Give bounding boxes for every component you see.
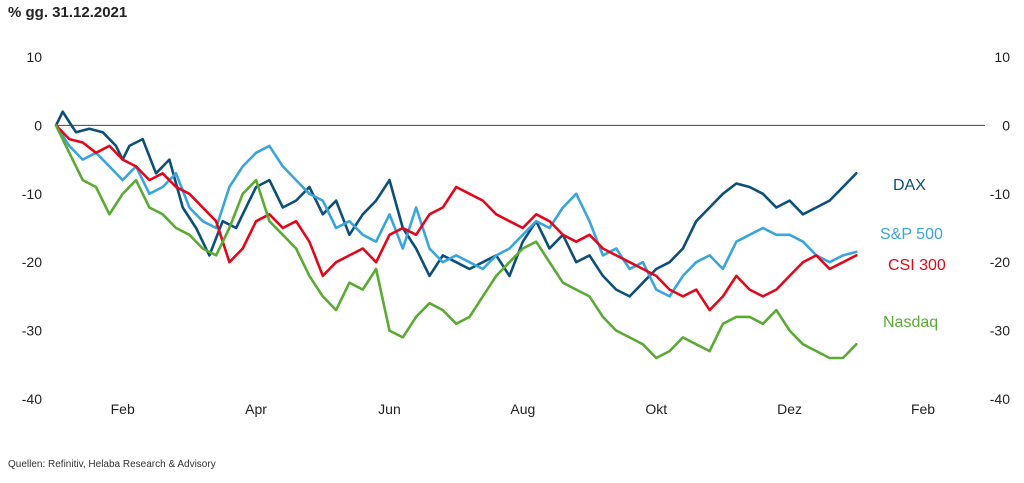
- y-tick-left-4: -30: [22, 323, 42, 339]
- y-axis-right: 10 0 -10 -20 -30 -40: [990, 49, 1010, 407]
- series-label-dax: DAX: [893, 177, 926, 194]
- y-tick-right-3: -20: [990, 254, 1010, 270]
- y-tick-right-0: 10: [994, 49, 1010, 65]
- series-label-nasdaq: Nasdaq: [883, 314, 938, 331]
- x-axis: Feb Apr Jun Aug Okt Dez Feb: [111, 401, 936, 417]
- x-tick-1: Apr: [245, 401, 267, 417]
- y-axis-unit-label: % gg. 31.12.2021: [8, 4, 128, 21]
- y-tick-right-2: -10: [990, 186, 1010, 202]
- x-tick-6: Feb: [911, 401, 935, 417]
- y-tick-left-2: -10: [22, 186, 42, 202]
- x-tick-4: Okt: [645, 401, 667, 417]
- y-tick-left-0: 10: [26, 49, 42, 65]
- series-line-nasdaq: [54, 124, 858, 360]
- x-tick-0: Feb: [111, 401, 135, 417]
- y-tick-left-1: 0: [34, 117, 42, 133]
- x-tick-5: Dez: [777, 401, 802, 417]
- y-tick-left-3: -20: [22, 254, 42, 270]
- series-line-csi-300: [54, 124, 858, 312]
- series-label-csi-300: CSI 300: [888, 257, 946, 274]
- y-tick-right-4: -30: [990, 323, 1010, 339]
- series-labels: DAX S&P 500 CSI 300 Nasdaq: [880, 177, 946, 331]
- y-tick-right-1: 0: [1002, 117, 1010, 133]
- series-group: [54, 110, 858, 360]
- series-label-s-p-500: S&P 500: [880, 226, 943, 243]
- y-tick-right-5: -40: [990, 391, 1010, 407]
- series-line-dax: [54, 110, 858, 298]
- source-note: Quellen: Refinitiv, Helaba Research & Ad…: [8, 459, 216, 470]
- y-axis-left: 10 0 -10 -20 -30 -40: [22, 49, 42, 407]
- series-line-s-p-500: [54, 124, 858, 298]
- x-tick-2: Jun: [378, 401, 401, 417]
- y-tick-left-5: -40: [22, 391, 42, 407]
- x-tick-3: Aug: [510, 401, 535, 417]
